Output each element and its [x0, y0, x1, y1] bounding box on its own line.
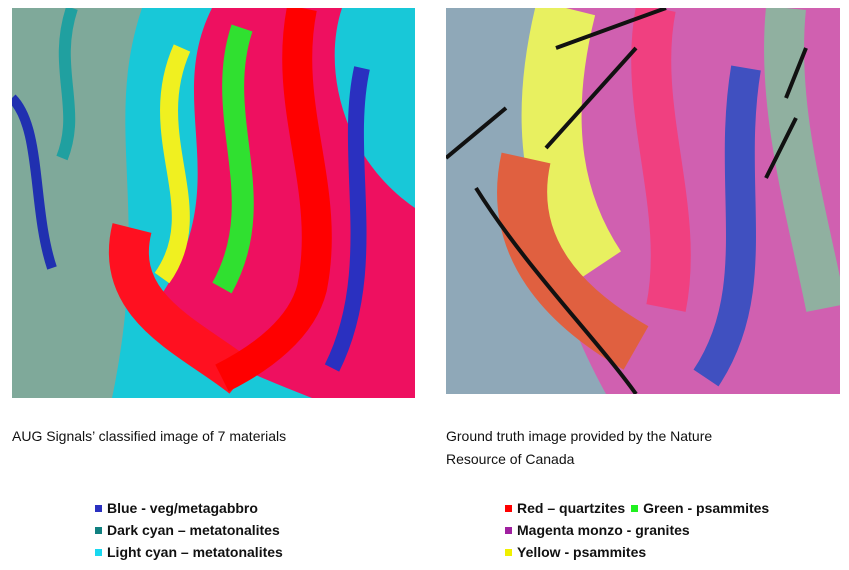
legend-label: Magenta monzo - granites — [517, 522, 690, 538]
legend-row: Blue - veg/metagabbro — [95, 497, 289, 519]
left-legend: Blue - veg/metagabbro Dark cyan – metaton… — [95, 497, 289, 563]
left-caption: AUG Signals’ classified image of 7 mater… — [12, 425, 286, 448]
caption-line: Ground truth image provided by the Natur… — [446, 425, 712, 448]
legend-row: Yellow - psammites — [505, 541, 775, 563]
legend-label: Blue - veg/metagabbro — [107, 500, 258, 516]
legend-swatch — [95, 527, 102, 534]
legend-entry: Blue - veg/metagabbro — [95, 500, 258, 516]
legend-label: Red – quartzites — [517, 500, 625, 516]
legend-label: Green - psammites — [643, 500, 769, 516]
legend-entry: Magenta monzo - granites — [505, 522, 690, 538]
legend-row: Red – quartzites Green - psammites — [505, 497, 775, 519]
legend-swatch — [505, 505, 512, 512]
legend-swatch — [95, 549, 102, 556]
legend-row: Magenta monzo - granites — [505, 519, 775, 541]
legend-entry: Yellow - psammites — [505, 544, 646, 560]
legend-label: Light cyan – metatonalites — [107, 544, 283, 560]
right-caption: Ground truth image provided by the Natur… — [446, 425, 712, 471]
legend-swatch — [505, 527, 512, 534]
legend-row: Dark cyan – metatonalites — [95, 519, 289, 541]
legend-label: Dark cyan – metatonalites — [107, 522, 280, 538]
legend-swatch — [95, 505, 102, 512]
legend-entry: Red – quartzites — [505, 500, 625, 516]
page: AUG Signals’ classified image of 7 mater… — [0, 0, 849, 570]
legend-entry: Light cyan – metatonalites — [95, 544, 283, 560]
caption-line: Resource of Canada — [446, 448, 712, 471]
legend-swatch — [631, 505, 638, 512]
legend-entry: Dark cyan – metatonalites — [95, 522, 280, 538]
legend-row: Light cyan – metatonalites — [95, 541, 289, 563]
ground-truth-image — [446, 8, 840, 394]
classified-image — [12, 8, 415, 398]
legend-label: Yellow - psammites — [517, 544, 646, 560]
right-legend: Red – quartzites Green - psammites Magenta… — [505, 497, 775, 563]
legend-entry: Green - psammites — [631, 500, 769, 516]
legend-swatch — [505, 549, 512, 556]
